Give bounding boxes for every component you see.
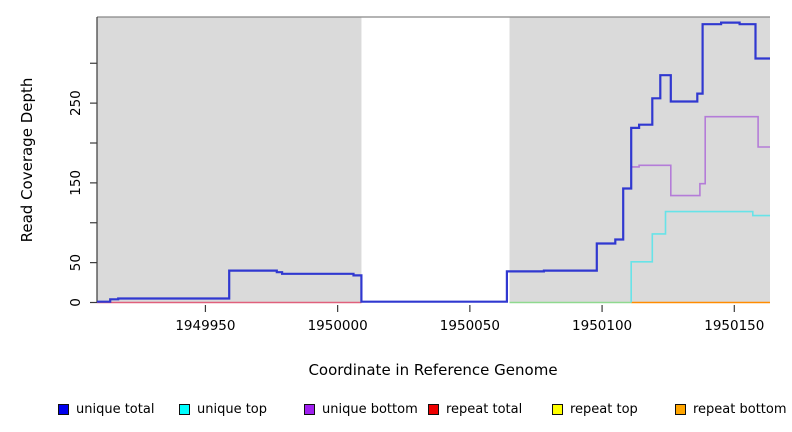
legend-label: repeat top	[570, 401, 638, 417]
legend-swatch-unique-total	[58, 403, 69, 415]
series-unique-top	[630, 210, 770, 303]
legend-item-repeat-top: repeat top	[552, 399, 638, 419]
legend-label: unique top	[197, 401, 268, 417]
legend-label: unique total	[76, 401, 155, 417]
legend-swatch-repeat-top	[552, 403, 563, 415]
x-tick-label: 1949950	[175, 318, 235, 334]
x-tick-label: 1950150	[704, 318, 764, 334]
legend-swatch-unique-top	[179, 403, 190, 415]
panel-background-region	[97, 17, 362, 303]
legend-item-unique-bottom: unique bottom	[304, 399, 418, 419]
legend: unique total unique top unique bottom repea…	[0, 399, 792, 421]
series-unique-bottom	[631, 115, 770, 197]
panel-background-region	[509, 17, 770, 303]
y-tick-label: 0	[68, 298, 84, 307]
x-tick-label: 1950000	[308, 318, 368, 334]
y-tick-label: 250	[68, 90, 84, 116]
y-tick-label: 50	[68, 254, 84, 271]
legend-label: repeat total	[446, 401, 523, 417]
y-axis-label: Read Coverage Depth	[18, 77, 36, 243]
y-tick-label: 150	[68, 170, 84, 196]
legend-label: unique bottom	[322, 401, 418, 417]
legend-label: repeat bottom	[693, 401, 787, 417]
legend-item-unique-total: unique total	[58, 399, 154, 419]
legend-swatch-repeat-bottom	[675, 403, 686, 415]
x-axis-label: Coordinate in Reference Genome	[308, 361, 558, 379]
x-tick-label: 1950050	[440, 318, 500, 334]
legend-item-unique-top: unique top	[179, 399, 267, 419]
legend-item-repeat-bottom: repeat bottom	[675, 399, 787, 419]
series-unique-total	[97, 21, 770, 303]
legend-swatch-unique-bottom	[304, 403, 315, 415]
x-tick-label: 1950100	[572, 318, 632, 334]
legend-item-repeat-total: repeat total	[428, 399, 522, 419]
legend-swatch-repeat-total	[428, 403, 439, 415]
